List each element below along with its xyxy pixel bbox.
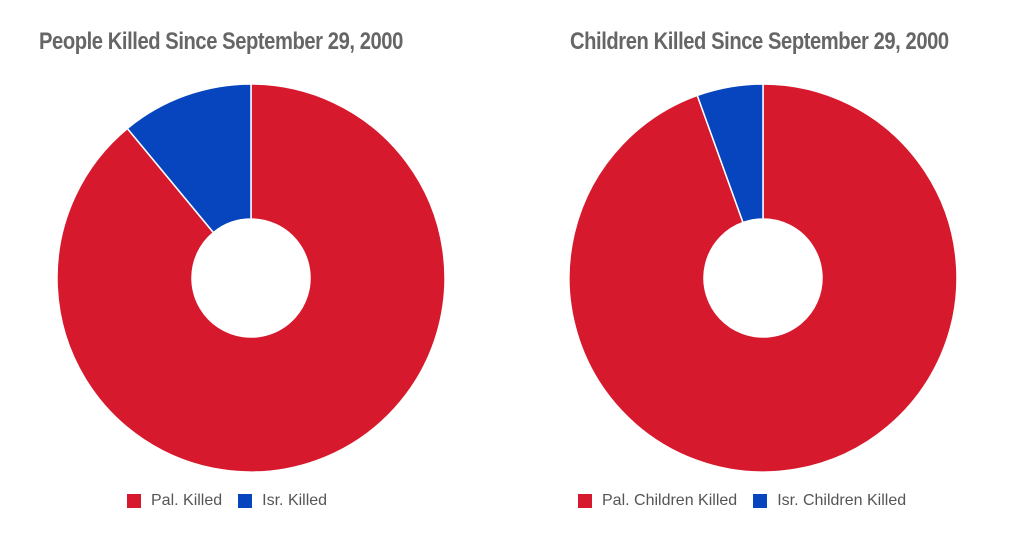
children-slice-pal-children-killed[interactable]	[568, 83, 958, 473]
legend-item-pal-killed[interactable]: Pal. Killed	[127, 492, 222, 510]
chart-title-people: People Killed Since September 29, 2000	[39, 28, 403, 55]
chart-title-children: Children Killed Since September 29, 2000	[570, 28, 949, 55]
donut-chart-people	[56, 83, 446, 473]
legend-children[interactable]: Pal. Children Killed Isr. Children Kille…	[578, 490, 906, 512]
legend-item-pal-children-killed[interactable]: Pal. Children Killed	[578, 492, 737, 510]
legend-item-isr-children-killed[interactable]: Isr. Children Killed	[753, 492, 906, 510]
legend-swatch-pal-children-killed	[578, 494, 592, 508]
people-slice-pal-killed[interactable]	[56, 83, 446, 473]
donut-chart-children	[568, 83, 958, 473]
people-slice-isr-killed[interactable]	[126, 83, 252, 234]
legend-label-isr-killed: Isr. Killed	[262, 492, 328, 509]
legend-swatch-isr-children-killed	[753, 494, 768, 508]
legend-label-pal-killed: Pal. Killed	[151, 492, 223, 509]
legend-people[interactable]: Pal. Killed Isr. Killed	[127, 490, 327, 512]
legend-item-isr-killed[interactable]: Isr. Killed	[238, 492, 327, 510]
children-slice-isr-children-killed[interactable]	[696, 83, 764, 224]
legend-swatch-isr-killed	[238, 494, 253, 508]
legend-label-isr-children-killed: Isr. Children Killed	[777, 492, 907, 509]
legend-label-pal-children-killed: Pal. Children Killed	[602, 492, 738, 509]
legend-swatch-pal-killed	[127, 494, 141, 508]
